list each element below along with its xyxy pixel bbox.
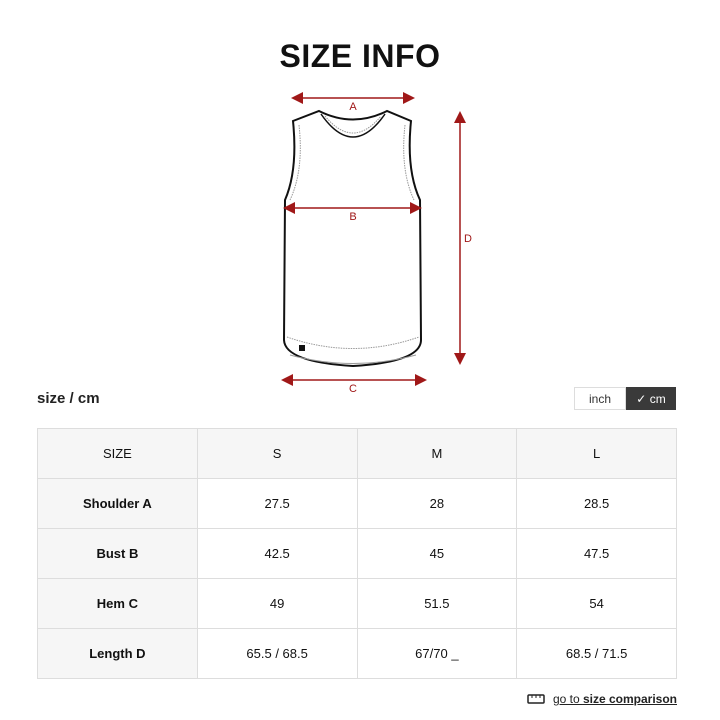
table-cell: 28	[356, 478, 518, 529]
table-cell: 28.5	[516, 478, 677, 529]
header-cell: M	[356, 428, 518, 479]
table-cell: 67/70 _	[356, 628, 518, 679]
header-cell: L	[516, 428, 677, 479]
row-label: Length D	[37, 628, 198, 679]
table-row: Length D 65.5 / 68.5 67/70 _ 68.5 / 71.5	[37, 628, 677, 679]
cm-toggle-button[interactable]: ✓ cm	[626, 387, 676, 410]
row-label: Hem C	[37, 578, 198, 629]
table-cell: 45	[356, 528, 518, 579]
ruler-icon	[527, 694, 545, 704]
size-comparison-link[interactable]: go to size comparison	[552, 692, 677, 706]
label-c: C	[349, 383, 357, 395]
garment-diagram: A B C D	[281, 92, 472, 395]
table-cell: 42.5	[196, 528, 358, 579]
check-icon: ✓	[636, 391, 650, 406]
inch-toggle-button[interactable]: inch	[574, 387, 626, 410]
table-header-row: SIZE S M L	[37, 428, 677, 479]
page-title: SIZE INFO	[279, 38, 441, 74]
row-label: Bust B	[37, 528, 198, 579]
table-cell: 49	[196, 578, 358, 629]
table-cell: 51.5	[356, 578, 518, 629]
table-cell: 68.5 / 71.5	[516, 628, 677, 679]
label-b: B	[349, 211, 356, 223]
table-cell: 47.5	[516, 528, 677, 579]
size-comparison-link-row: go to size comparison	[527, 692, 677, 706]
label-d: D	[464, 233, 472, 245]
table-row: Hem C 49 51.5 54	[37, 578, 677, 629]
size-table: SIZE S M L Shoulder A 27.5 28 28.5 Bust …	[37, 428, 677, 679]
header-cell: S	[196, 428, 358, 479]
table-row: Bust B 42.5 45 47.5	[37, 528, 677, 579]
header-cell: SIZE	[37, 428, 198, 479]
label-a: A	[349, 101, 357, 113]
unit-toggle: inch ✓ cm	[574, 387, 676, 410]
tank-top-outline	[282, 109, 423, 368]
unit-label: size / cm	[37, 390, 100, 407]
table-cell: 65.5 / 68.5	[196, 628, 358, 679]
table-cell: 27.5	[196, 478, 358, 529]
table-cell: 54	[516, 578, 677, 629]
row-label: Shoulder A	[37, 478, 198, 529]
table-row: Shoulder A 27.5 28 28.5	[37, 478, 677, 529]
